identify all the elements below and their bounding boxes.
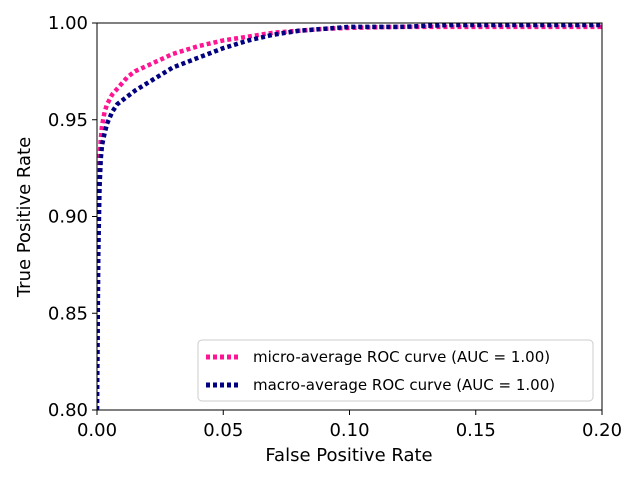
legend-label-micro-average: micro-average ROC curve (AUC = 1.00) [253,348,550,366]
y-tick-label: 1.00 [48,13,88,34]
x-axis-label: False Positive Rate [265,445,432,466]
x-tick-label: 0.20 [582,420,622,441]
y-axis-label: True Positive Rate [14,137,35,298]
y-tick-label: 0.90 [48,207,88,228]
y-tick-label: 0.95 [48,110,88,131]
series-line-macro-average [97,22,602,410]
plot-layer [97,22,602,410]
x-tick-label: 0.00 [77,420,117,441]
axes-layer: 0.00 0.05 0.10 0.15 0.20 0.80 0.85 0.90 0.95 1.00 [48,13,622,441]
y-tick-label: 0.80 [48,400,88,421]
legend-label-macro-average: macro-average ROC curve (AUC = 1.00) [253,376,555,394]
x-tick-label: 0.15 [456,420,496,441]
legend: micro-average ROC curve (AUC = 1.00) mac… [197,339,594,402]
y-tick-label: 0.85 [48,303,88,324]
x-tick-label: 0.05 [203,420,243,441]
legend-box [197,339,594,402]
x-tick-label: 0.10 [329,420,369,441]
